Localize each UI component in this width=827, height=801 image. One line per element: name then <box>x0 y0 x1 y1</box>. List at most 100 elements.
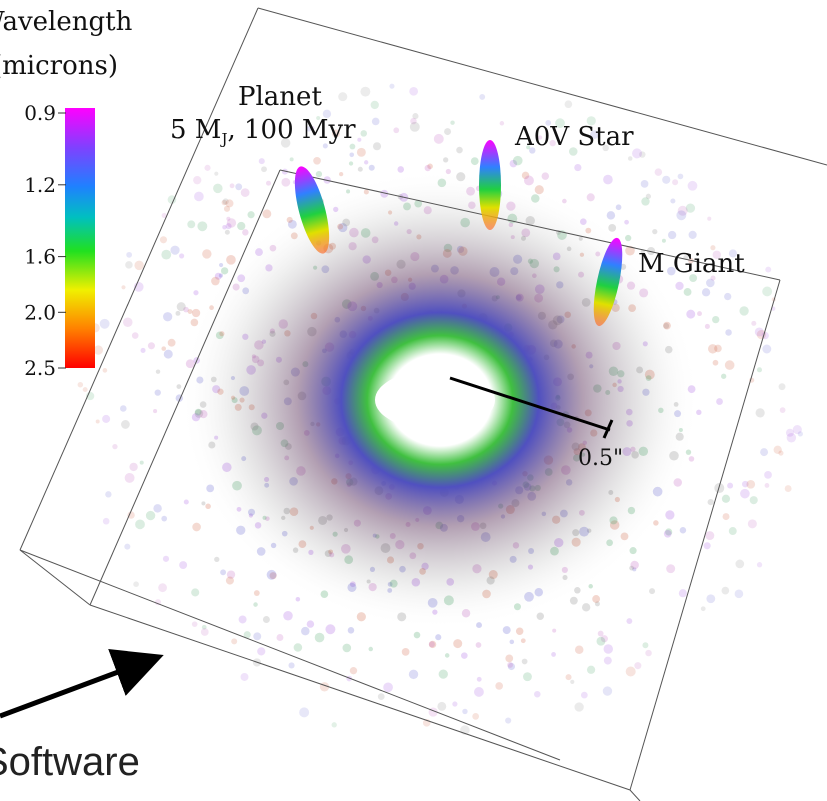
speckle <box>670 198 675 203</box>
speckle <box>778 450 783 455</box>
speckle <box>574 164 581 171</box>
speckle <box>158 583 167 592</box>
speckle <box>675 282 683 290</box>
speckle <box>624 220 629 225</box>
speckle <box>281 178 290 187</box>
speckle <box>662 239 666 243</box>
speckle <box>503 626 511 634</box>
speckle <box>522 659 528 665</box>
speckle <box>500 121 505 126</box>
speckle <box>725 360 735 370</box>
speckle <box>360 87 370 97</box>
colorbar-title: Wavelength <box>0 7 133 37</box>
speckle <box>462 709 467 714</box>
speckle <box>332 722 337 727</box>
speckle <box>689 231 697 239</box>
speckle <box>155 389 161 395</box>
speckle <box>705 324 710 329</box>
speckle <box>148 342 155 349</box>
speckle <box>358 167 363 172</box>
speckle <box>103 518 110 525</box>
speckle <box>435 634 441 640</box>
speckle <box>725 329 732 336</box>
speckle <box>193 290 198 295</box>
speckle <box>230 183 235 188</box>
speckle <box>505 717 511 723</box>
speckle <box>764 471 772 479</box>
speckle <box>757 367 762 372</box>
speckle <box>604 657 612 665</box>
speckle <box>123 317 132 326</box>
speckle <box>570 680 574 684</box>
speckle <box>170 246 179 255</box>
speckle <box>678 174 684 180</box>
speckle <box>263 616 270 623</box>
speckle <box>161 250 171 260</box>
speckle <box>523 672 532 681</box>
speckle <box>628 156 633 161</box>
speckle <box>706 594 715 603</box>
speckle <box>760 448 768 456</box>
speckle <box>253 632 261 640</box>
speckle <box>634 662 641 669</box>
speckle <box>757 562 762 567</box>
speckle <box>655 168 663 176</box>
colorbar-tick-label: 2.5 <box>24 356 56 380</box>
speckle <box>507 662 513 668</box>
speckle <box>513 156 523 166</box>
speckle <box>277 634 284 641</box>
speckle <box>474 687 484 697</box>
speckle <box>226 217 230 221</box>
speckle <box>301 627 310 636</box>
speckle <box>188 309 193 314</box>
speckle <box>313 157 321 165</box>
speckle <box>708 344 717 353</box>
speckle <box>357 148 366 157</box>
speckle <box>629 566 634 571</box>
speckle <box>414 632 421 639</box>
speckle <box>542 172 549 179</box>
speckle <box>239 615 247 623</box>
speckle <box>765 483 770 488</box>
speckle <box>372 118 380 126</box>
planet-label: Planet <box>238 82 322 112</box>
speckle <box>126 252 132 258</box>
speckle <box>163 556 169 562</box>
speckle <box>369 165 375 171</box>
speckle <box>192 621 198 627</box>
speckle <box>402 648 410 656</box>
speckle <box>349 153 354 158</box>
speckle <box>160 236 167 243</box>
speckle <box>316 171 322 177</box>
speckle <box>723 513 730 520</box>
speckle <box>125 261 133 269</box>
speckle <box>197 221 207 231</box>
speckle <box>705 531 714 540</box>
speckle <box>565 100 573 108</box>
speckle <box>179 561 187 569</box>
speckle <box>445 653 450 658</box>
speckle <box>121 420 130 429</box>
speckle <box>456 147 463 154</box>
speckle <box>213 184 223 194</box>
speckle <box>672 179 678 185</box>
speckle <box>443 157 448 162</box>
speckle <box>102 415 110 423</box>
speckle <box>225 230 230 235</box>
speckle <box>83 387 88 392</box>
speckle <box>231 638 237 644</box>
speckle <box>262 209 271 218</box>
speckle <box>476 642 482 648</box>
speckle <box>762 287 772 297</box>
speckle <box>294 643 303 652</box>
speckle <box>338 92 347 101</box>
speckle <box>587 193 595 201</box>
star-label: A0V Star <box>514 122 634 152</box>
speckle <box>756 408 765 417</box>
speckle <box>140 348 145 353</box>
speckle <box>120 405 127 412</box>
speckle <box>409 87 418 96</box>
speckle <box>713 360 719 366</box>
speckle <box>626 618 632 624</box>
speckle <box>762 345 771 354</box>
